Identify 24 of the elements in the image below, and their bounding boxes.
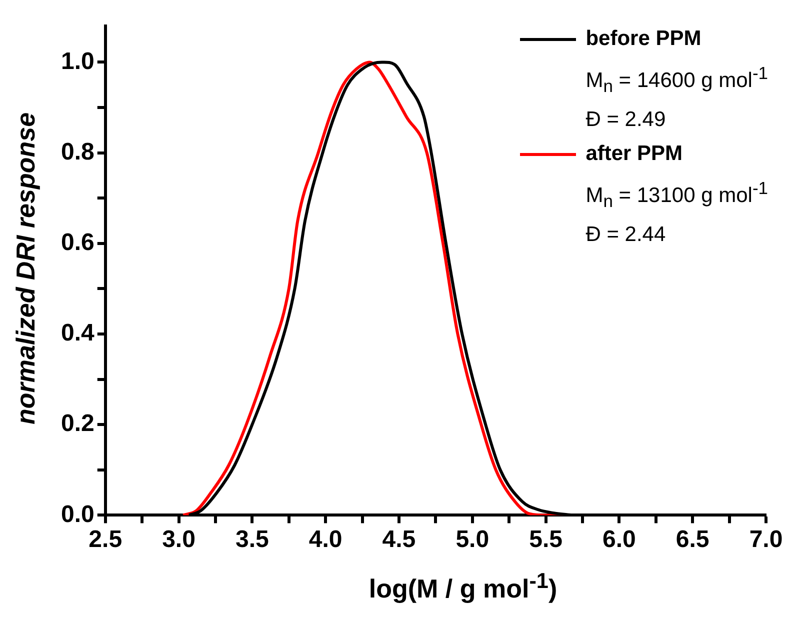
x-tick-label: 6.5 [676,526,710,554]
x-tick-label: 3.5 [235,526,269,554]
annotation: Đ = 2.49 [584,107,667,134]
y-tick-label: 0.0 [60,500,94,528]
y-tick-label: 0.6 [60,229,94,256]
x-tick-label: 2.5 [88,526,122,554]
y-tick-label: 0.8 [60,138,94,166]
y-tick-label: 0.2 [60,410,94,438]
x-tick-label: 5.5 [529,526,562,554]
x-tick-label: 5.0 [456,526,490,554]
y-tick-label: 1.0 [60,48,94,75]
x-tick-label: 4.0 [308,526,342,554]
legend-label: after PPM [586,141,683,168]
annotation: M$_{n}$ = 13100 g mol$^{-1}$ [584,177,768,214]
y-tick-label: 0.4 [60,320,96,347]
annotation: M$_{n}$ = 14600 g mol$^{-1}$ [584,62,768,98]
x-tick-label: 4.5 [382,526,416,554]
x-axis-title: log(M / g mol$^{-1}$) [368,568,558,605]
y-axis-title: normalized DRI response [10,112,42,424]
legend-label: before PPM [586,26,702,52]
annotation: Đ = 2.44 [584,222,667,248]
x-tick-label: 6.0 [602,526,636,554]
x-tick-label: 3.0 [162,526,196,554]
x-tick-label: 7.0 [749,526,783,554]
